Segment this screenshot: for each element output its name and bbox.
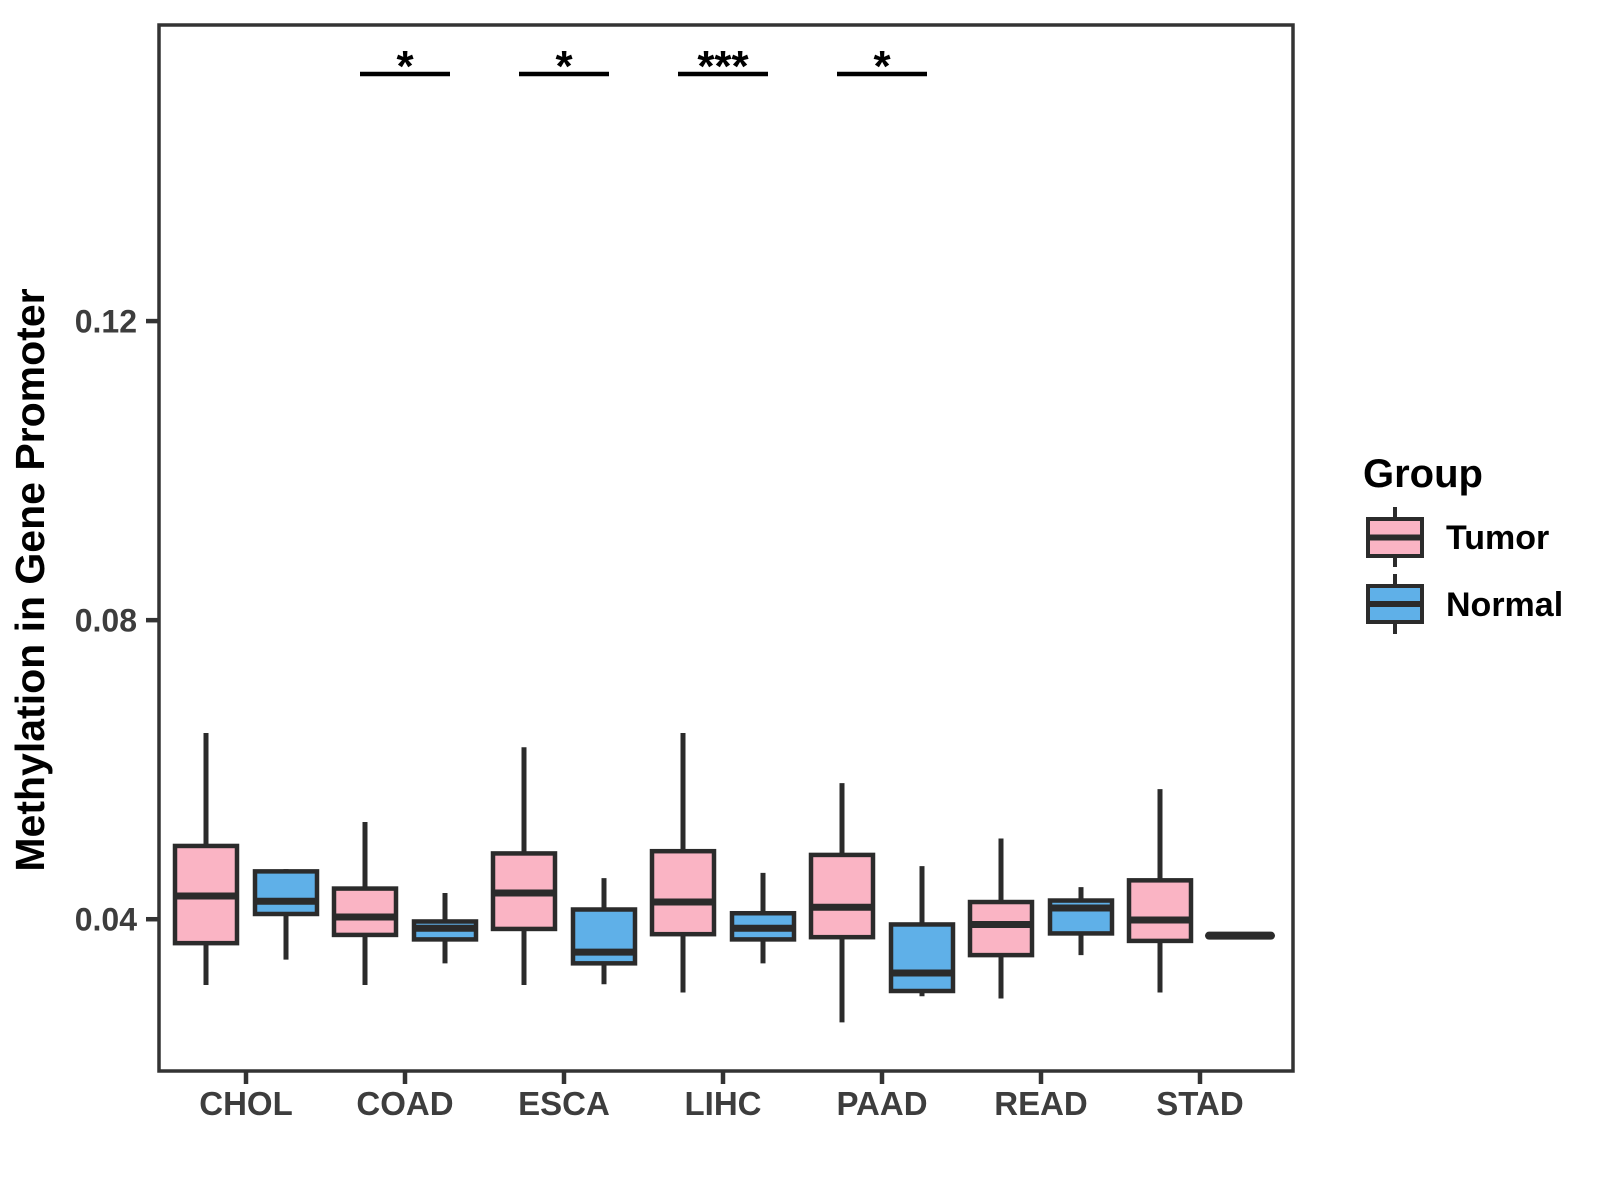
y-axis: 0.04 0.08 0.12 — [75, 304, 159, 938]
y-axis-title: Methylation in Gene Promoter — [7, 288, 53, 871]
significance-stars-esca: * — [555, 42, 573, 91]
legend-label-tumor: Tumor — [1446, 519, 1549, 557]
x-tick-label-stad: STAD — [1156, 1085, 1243, 1122]
box-tumor-paad — [808, 852, 876, 940]
significance-stars-coad: * — [396, 42, 414, 91]
y-tick-label: 0.12 — [75, 304, 137, 340]
box-series — [172, 733, 1275, 1023]
significance-stars-paad: * — [873, 42, 891, 91]
x-tick-label-read: READ — [994, 1085, 1088, 1122]
x-tick-label-lihc: LIHC — [685, 1085, 762, 1122]
box-tumor-stad — [1126, 878, 1194, 944]
x-tick-label-esca: ESCA — [518, 1085, 610, 1122]
significance-stars-lihc: *** — [697, 42, 749, 91]
legend-title: Group — [1363, 452, 1483, 496]
x-tick-label-coad: COAD — [356, 1085, 453, 1122]
box-normal-paad — [888, 922, 956, 994]
plot-panel-border — [157, 23, 1295, 1073]
legend: Group Tumor Normal — [1363, 452, 1563, 634]
box-tumor-coad — [331, 886, 399, 938]
significance-annotations: * * *** * — [360, 42, 927, 91]
y-tick-label: 0.08 — [75, 603, 137, 639]
legend-label-normal: Normal — [1446, 586, 1563, 624]
box-tumor-lihc — [649, 848, 717, 937]
legend-key-normal: Normal — [1366, 574, 1563, 634]
x-axis: CHOL COAD ESCA LIHC PAAD READ STAD — [199, 1071, 1244, 1122]
box-tumor-read — [967, 899, 1035, 958]
x-tick-label-chol: CHOL — [199, 1085, 293, 1122]
y-tick-label: 0.04 — [75, 902, 137, 938]
legend-key-tumor: Tumor — [1366, 507, 1549, 567]
box-normal-chol — [252, 869, 320, 917]
x-tick-label-paad: PAAD — [836, 1085, 927, 1122]
